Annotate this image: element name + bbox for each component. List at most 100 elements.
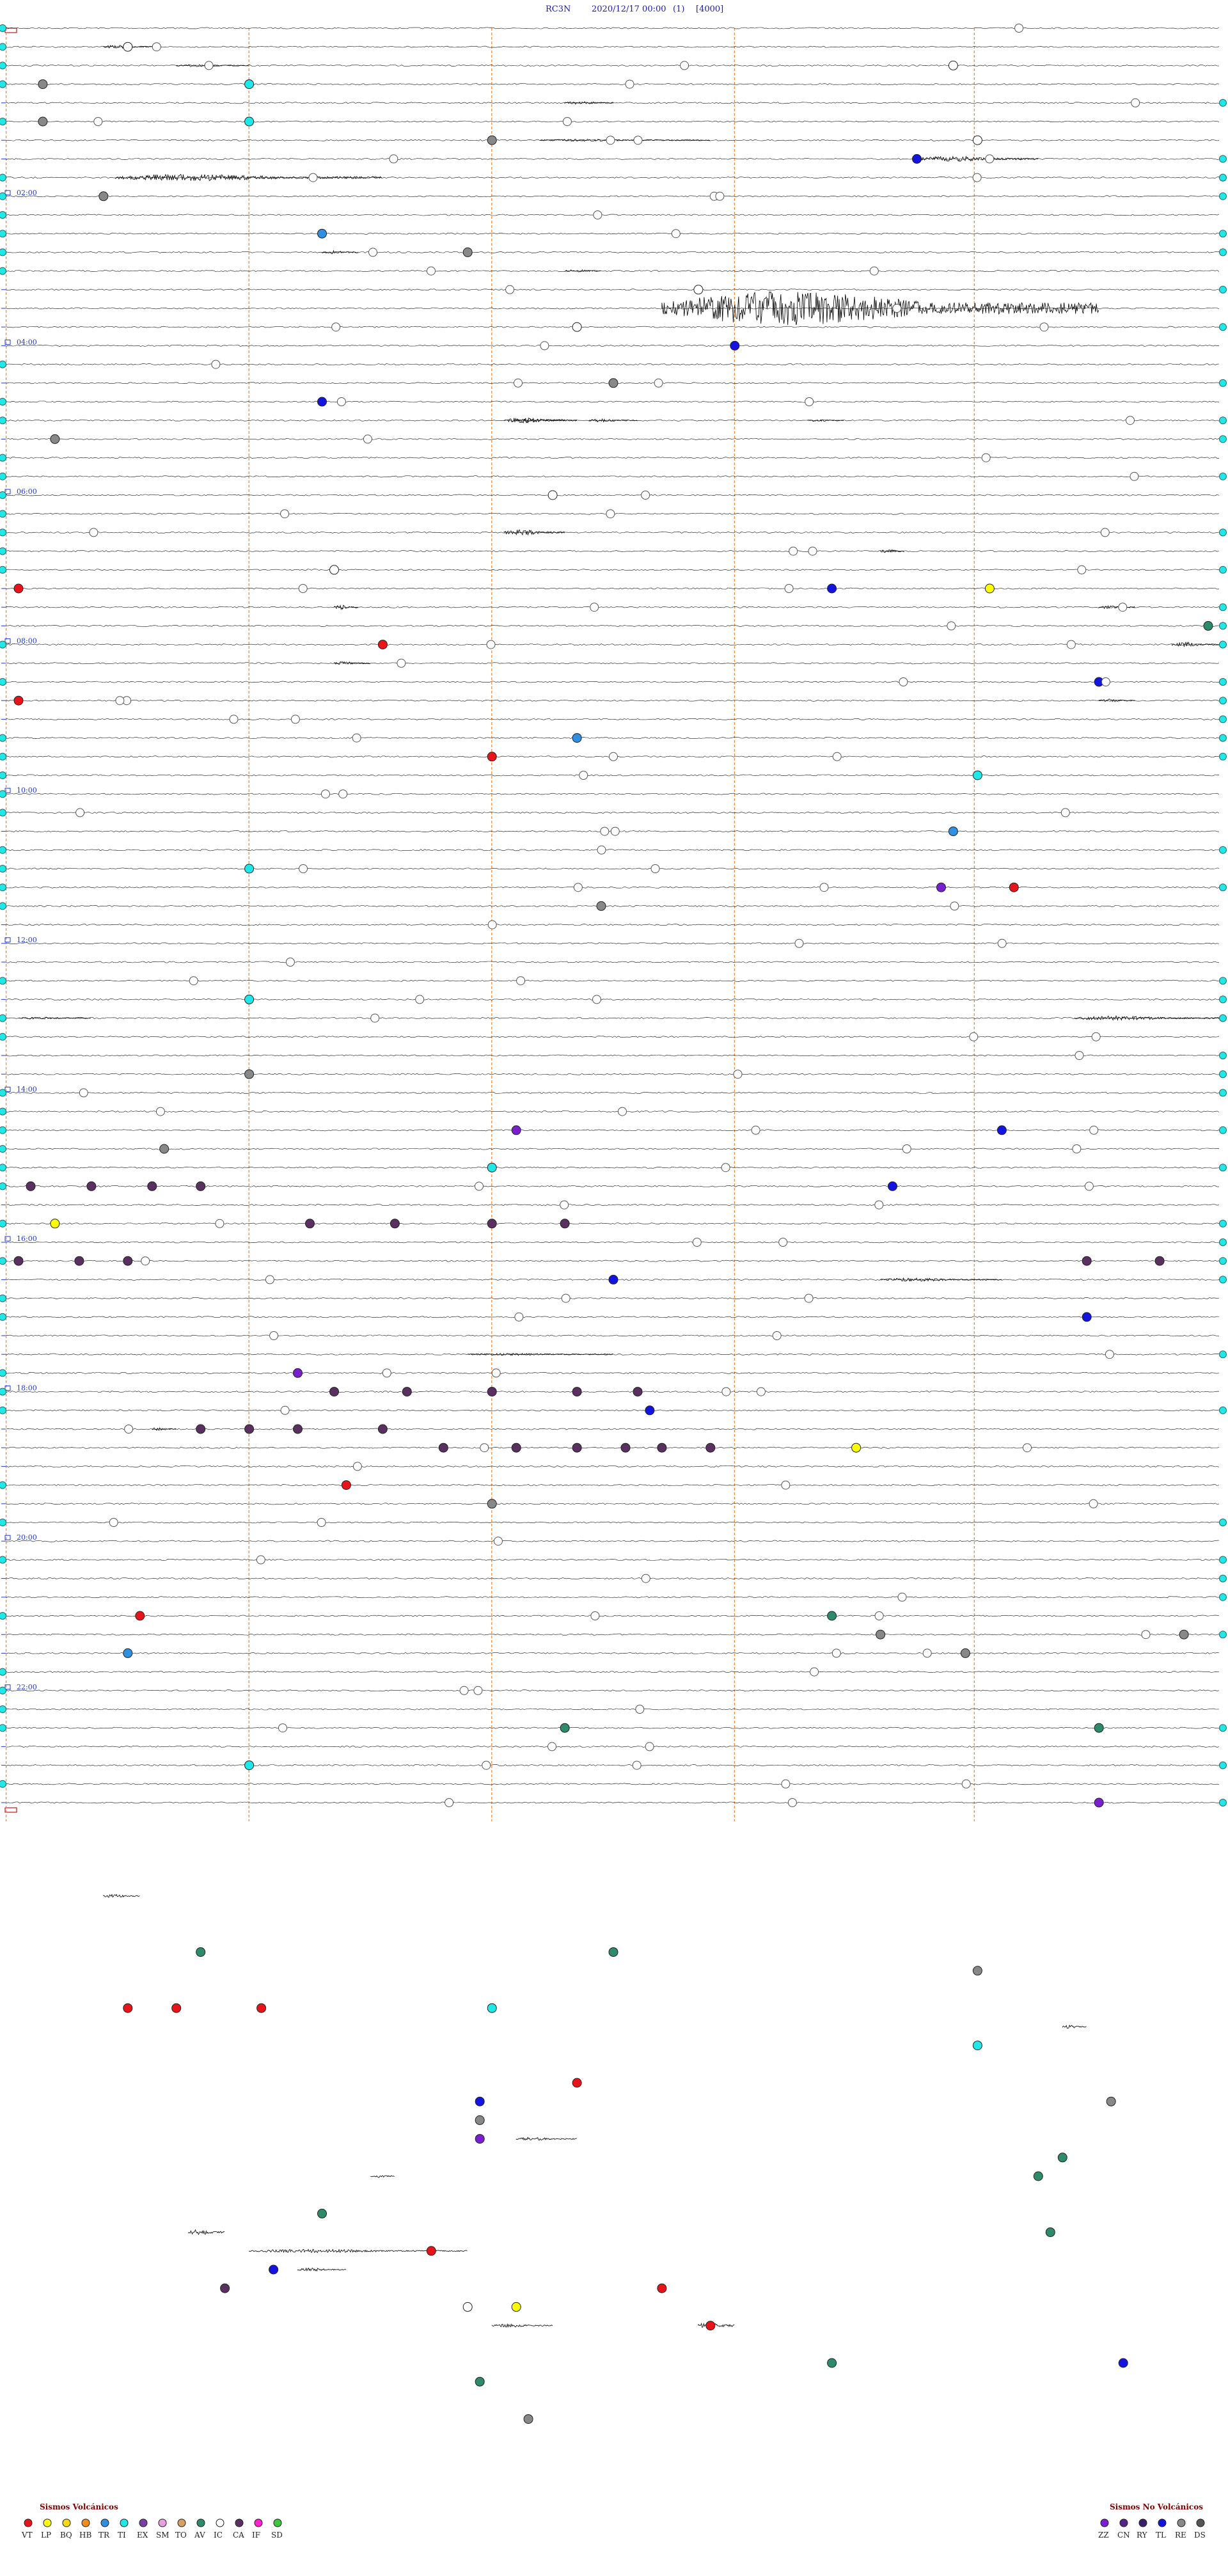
right-ti-marker: [1219, 1631, 1227, 1639]
event-marker-ic: [1074, 1051, 1084, 1060]
left-ti-marker: [0, 1257, 6, 1265]
right-ti-marker: [1219, 1126, 1227, 1134]
legend-swatch-sd: [273, 2518, 282, 2527]
event-marker-ic: [1101, 677, 1110, 686]
trace-row: [6, 1371, 1220, 1374]
right-ti-marker: [1219, 1014, 1227, 1022]
event-marker-tl: [608, 1274, 618, 1284]
seismic-burst: [18, 1016, 91, 1020]
hour-marker: [4, 1386, 11, 1391]
event-marker-ic: [1072, 1144, 1082, 1153]
event-marker-ic: [487, 920, 497, 929]
left-ti-marker: [0, 1406, 6, 1414]
event-marker-ic: [204, 61, 214, 70]
event-marker-vt: [256, 2003, 267, 2013]
event-marker-ic: [950, 901, 959, 911]
left-ti-marker: [0, 1145, 6, 1153]
legend-code-zz: ZZ: [1098, 2531, 1109, 2540]
right-ti-marker: [1219, 1593, 1227, 1601]
trace-row: [6, 886, 1220, 889]
legend-code-if: IF: [252, 2531, 260, 2540]
end-marker: [4, 1807, 17, 1813]
event-marker-re: [475, 2115, 485, 2125]
trace-row: [6, 606, 1220, 608]
legend-code-ca: CA: [233, 2531, 244, 2540]
event-marker-vt: [572, 2078, 582, 2088]
event-marker-ic: [1141, 1630, 1151, 1640]
event-marker-zz: [511, 1125, 521, 1135]
legend-code-sm: SM: [156, 2531, 169, 2540]
hour-marker: [4, 190, 11, 196]
event-marker-ic: [123, 42, 133, 52]
seismic-burst: [188, 2229, 225, 2236]
right-ti-marker: [1219, 678, 1227, 686]
event-marker-ic: [805, 397, 814, 406]
left-ti-marker: [0, 80, 6, 88]
left-ti-marker: [0, 1519, 6, 1526]
event-marker-ic: [278, 1723, 287, 1733]
trace-row: [6, 494, 1220, 496]
event-marker-ic: [693, 285, 704, 295]
hour-labels: 02:00 04:00 06:00 08:00 10:00 12:00 14:00 16:00…: [4, 189, 37, 1691]
right-ti-marker: [1219, 1761, 1227, 1769]
event-marker-re: [98, 191, 109, 201]
event-marker-ic: [618, 1107, 627, 1116]
event-marker-ic: [89, 528, 98, 537]
seismic-burst: [880, 1277, 1002, 1282]
event-marker-ic: [1077, 565, 1087, 574]
left-ti-marker: [0, 1724, 6, 1732]
right-ti-marker: [1219, 1724, 1227, 1732]
event-marker-av: [827, 2358, 837, 2368]
event-marker-ic: [1089, 1125, 1099, 1135]
legend-swatch-hb: [81, 2518, 90, 2527]
event-marker-ca: [487, 1219, 497, 1229]
left-ti-marker: [0, 1294, 6, 1302]
event-marker-av: [317, 2208, 327, 2218]
event-marker-tl: [912, 154, 922, 164]
right-ti-marker: [1219, 1238, 1227, 1246]
event-marker-ic: [473, 1686, 483, 1695]
event-marker-ca: [13, 1256, 24, 1266]
event-marker-re: [487, 135, 497, 145]
event-marker-ic: [781, 1779, 791, 1789]
right-ti-marker: [1219, 1052, 1227, 1059]
event-marker-ic: [514, 1312, 524, 1322]
event-marker-ic: [540, 341, 549, 351]
legend-swatch-sm: [158, 2518, 167, 2527]
event-marker-ca: [1154, 1256, 1165, 1266]
hour-label: 06:00: [17, 487, 37, 496]
right-ti-marker: [1219, 1070, 1227, 1079]
event-marker-ic: [486, 640, 496, 649]
event-marker-vt: [13, 695, 24, 706]
right-ti-marker: [1219, 230, 1227, 238]
seismic-burst: [504, 417, 565, 423]
event-marker-ic: [363, 434, 372, 444]
trace-row: [6, 1727, 1220, 1729]
right-ti-marker: [1219, 379, 1227, 387]
event-marker-ic: [635, 1705, 645, 1714]
event-marker-ic: [579, 771, 588, 780]
hour-label: 16:00: [17, 1235, 37, 1243]
trace-row: [6, 1166, 1220, 1169]
event-marker-ic: [671, 229, 681, 239]
event-marker-ic: [641, 1574, 650, 1583]
hour-label: 22:00: [17, 1683, 37, 1691]
event-marker-tr: [123, 1648, 133, 1658]
event-markers: [13, 24, 1213, 2424]
event-marker-ic: [606, 509, 615, 519]
event-marker-zz: [936, 882, 946, 892]
trace-row: [6, 1073, 1220, 1075]
event-marker-ca: [1082, 1256, 1092, 1266]
event-marker-lp: [851, 1442, 862, 1453]
event-marker-vt: [705, 2321, 716, 2331]
event-marker-ca: [572, 1387, 582, 1397]
right-ti-marker: [1219, 323, 1227, 331]
trace-row: [6, 1446, 1220, 1449]
right-ti-marker: [1219, 640, 1227, 649]
event-marker-ic: [721, 1163, 730, 1173]
trace-row: [6, 849, 1220, 851]
hour-marker: [4, 937, 11, 943]
event-marker-ca: [74, 1256, 84, 1266]
event-marker-ic: [874, 1611, 884, 1620]
trace-row: [6, 624, 1220, 627]
